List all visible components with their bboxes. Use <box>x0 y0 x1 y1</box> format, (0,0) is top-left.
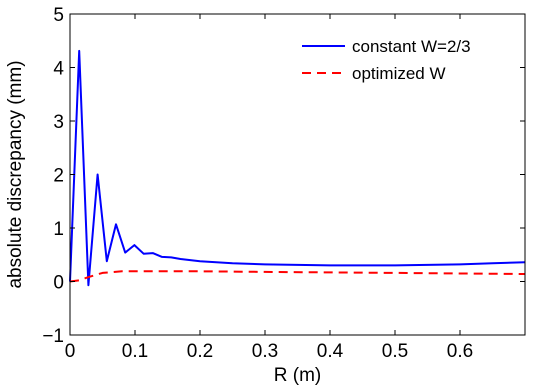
y-tick-label: 5 <box>53 5 64 26</box>
x-tick-label: 0.1 <box>122 341 148 362</box>
series-line-optimized <box>69 270 526 283</box>
x-tick-label: 0.3 <box>252 341 278 362</box>
legend-label-constant: constant W=2/3 <box>352 37 471 56</box>
series-layer <box>69 49 526 287</box>
y-tick-label: 3 <box>53 112 64 133</box>
legend-box <box>296 28 518 88</box>
y-tick-label: 1 <box>53 219 64 240</box>
x-tick-label: 0 <box>65 341 76 362</box>
x-axis-label: R (m) <box>274 365 321 386</box>
x-tick-label: 0.6 <box>447 341 473 362</box>
legend: constant W=2/3 optimized W <box>296 28 518 88</box>
series-line-constant <box>69 49 526 287</box>
x-tick-label: 0.5 <box>382 341 408 362</box>
y-tick-label: −1 <box>42 326 64 347</box>
y-tick-label: 2 <box>53 166 64 187</box>
legend-label-optimized: optimized W <box>352 64 446 83</box>
y-axis-label: absolute discrepancy (mm) <box>5 60 26 288</box>
y-tick-label: 0 <box>53 273 64 294</box>
x-tick-label: 0.4 <box>317 341 344 362</box>
y-tick-label: 4 <box>53 59 64 80</box>
x-tick-label: 0.2 <box>187 341 213 362</box>
